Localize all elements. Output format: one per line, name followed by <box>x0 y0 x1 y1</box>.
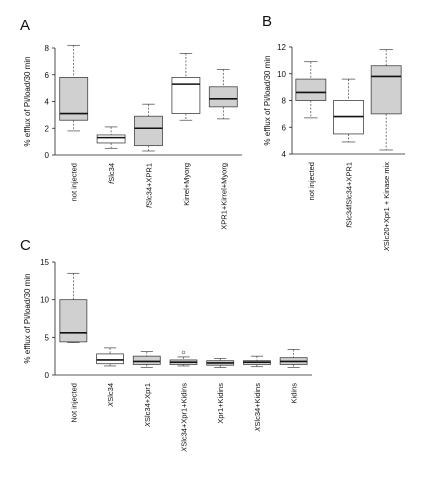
y-axis-label: % efflux of Pi/load/30 min <box>263 55 272 145</box>
category-label: XSlc20+Xpr1 + Kinase mix <box>382 162 391 252</box>
y-tick-label: 12 <box>277 43 286 52</box>
box-3 <box>171 52 201 121</box>
category-label: XPR1+Kirrel+Myorg <box>219 163 228 230</box>
y-tick-label: 8 <box>282 97 287 106</box>
box-0 <box>59 272 88 343</box>
category-label: fSlc34+XPR1 <box>145 163 154 208</box>
y-tick-label: 8 <box>45 44 50 53</box>
y-tick-label: 10 <box>277 70 286 79</box>
panel-a-letter: A <box>20 17 30 34</box>
y-tick-label: 0 <box>45 151 50 160</box>
y-axis-label: % efflux of Pi/load/30 min <box>23 56 32 146</box>
category-label: XSlc34+Xpr1 <box>143 383 152 428</box>
category-label: Kidins <box>290 383 299 404</box>
iqr-box <box>295 78 327 101</box>
box-6 <box>279 349 308 368</box>
y-tick-label: 4 <box>45 98 50 107</box>
y-axis-label: % efflux of Pi/load/30 min <box>23 273 32 363</box>
iqr-box <box>96 353 124 365</box>
iqr-box <box>132 355 161 365</box>
y-tick-label: 2 <box>45 124 50 133</box>
y-tick-label: 5 <box>45 333 50 342</box>
box-0 <box>59 44 89 132</box>
category-label: not injected <box>307 162 316 200</box>
box-4 <box>206 358 235 368</box>
y-tick-label: 15 <box>40 258 49 267</box>
category-label: Xpr1+Kidins <box>216 383 225 424</box>
iqr-box <box>208 86 238 108</box>
y-tick-label: 10 <box>40 296 49 305</box>
box-4 <box>208 69 238 120</box>
box-1 <box>96 126 126 149</box>
category-label: not injected <box>70 163 79 201</box>
outlier-point <box>181 350 186 355</box>
category-label: fSlc34 <box>107 163 116 184</box>
iqr-box <box>370 65 402 115</box>
y-tick-label: 6 <box>45 71 50 80</box>
panel-c-letter: C <box>20 237 31 254</box>
box-2 <box>132 351 161 368</box>
box-2 <box>134 103 163 152</box>
iqr-box <box>171 77 201 114</box>
box-3 <box>169 350 198 367</box>
box-5 <box>243 355 271 368</box>
y-tick-label: 0 <box>45 371 50 380</box>
category-label: Not injected <box>69 383 78 423</box>
panel-c: 0 5 10 15 % efflux of Pi/load/30 min Not inje… <box>23 258 312 453</box>
iqr-box <box>96 134 126 144</box>
category-label: XSlc34+Kidins <box>253 383 262 433</box>
box-0 <box>295 61 327 119</box>
category-label: XSlc34 <box>106 383 115 408</box>
panel-b-letter: B <box>262 13 272 30</box>
category-label: Kirrel+Myorg <box>182 163 191 206</box>
box-1 <box>333 78 364 143</box>
box-1 <box>96 347 124 367</box>
y-tick-label: 6 <box>282 123 287 132</box>
box-2 <box>370 49 402 151</box>
panel-b: 4 6 8 10 12 % efflux of Pi/load/30 min not inj… <box>263 43 405 252</box>
panel-a: 0 2 4 6 8 % efflux of Pi/load/30 min not injec… <box>23 44 242 230</box>
y-tick-label: 4 <box>282 150 287 159</box>
category-label: XSlc34+Xpr1+Kidins <box>180 383 189 453</box>
category-label: fSlc34fSlc34+XPR1 <box>345 162 354 228</box>
iqr-box <box>59 299 88 343</box>
iqr-box <box>134 115 163 147</box>
